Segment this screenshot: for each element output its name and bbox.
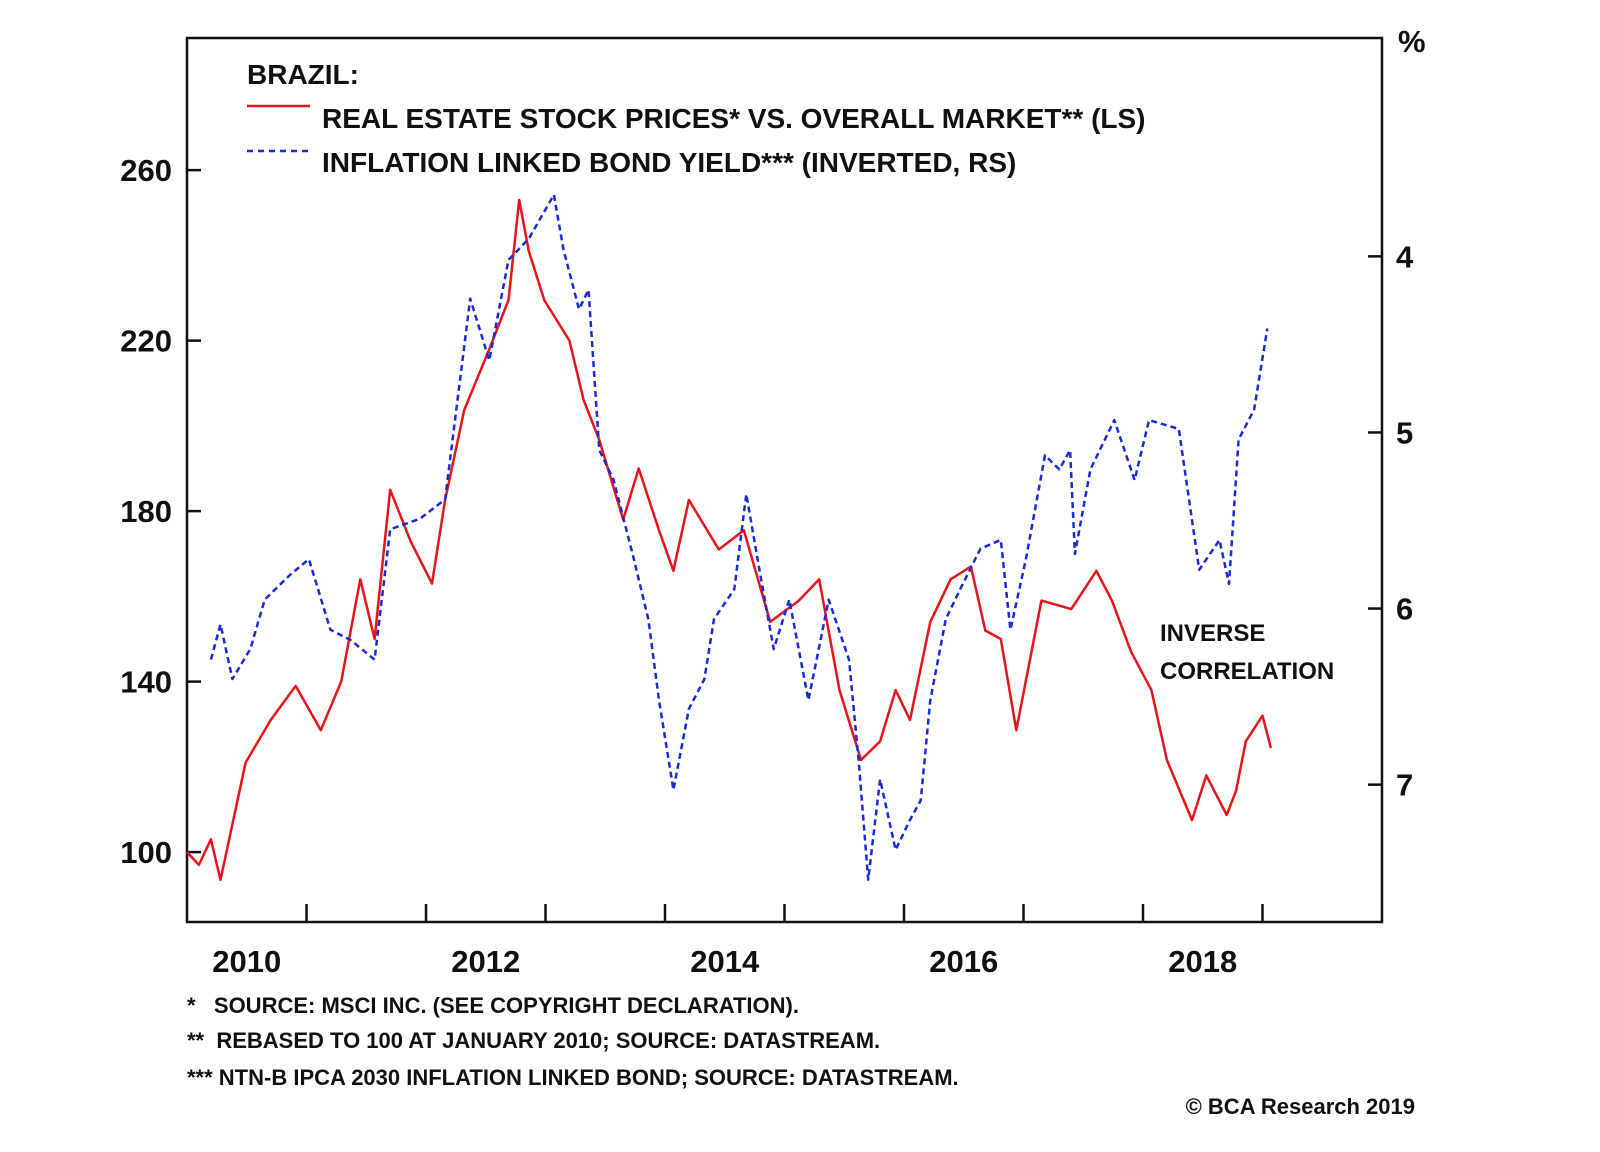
legend-label-real-estate: REAL ESTATE STOCK PRICES* VS. OVERALL MA… xyxy=(322,103,1146,134)
right-tick-label: 4 xyxy=(1396,239,1414,274)
x-tick-label: 2012 xyxy=(451,944,520,979)
x-tick-label: 2010 xyxy=(212,944,281,979)
series-line-bond-yield xyxy=(209,193,1269,881)
right-tick-label: 5 xyxy=(1396,415,1413,450)
left-tick-label: 180 xyxy=(120,494,172,529)
x-tick-label: 2014 xyxy=(690,944,760,979)
annotation-line-1: INVERSE xyxy=(1160,620,1265,647)
annotation-line-2: CORRELATION xyxy=(1160,658,1334,685)
footnote-3: *** NTN-B IPCA 2030 INFLATION LINKED BON… xyxy=(187,1065,959,1090)
series-line-real-estate xyxy=(186,198,1273,882)
x-tick-label: 2018 xyxy=(1168,944,1237,979)
copyright: © BCA Research 2019 xyxy=(1186,1094,1415,1119)
chart-title: BRAZIL: xyxy=(247,59,359,90)
footnote-1: * SOURCE: MSCI INC. (SEE COPYRIGHT DECLA… xyxy=(187,993,799,1018)
legend-label-bond-yield: INFLATION LINKED BOND YIELD*** (INVERTED… xyxy=(322,147,1016,178)
x-tick-label: 2016 xyxy=(929,944,998,979)
right-axis-unit: % xyxy=(1398,24,1426,59)
right-tick-label: 6 xyxy=(1396,592,1413,627)
right-tick-label: 7 xyxy=(1396,768,1413,803)
left-tick-label: 220 xyxy=(120,324,172,359)
left-tick-label: 100 xyxy=(120,835,172,870)
left-tick-label: 260 xyxy=(120,153,172,188)
left-tick-label: 140 xyxy=(120,665,172,700)
footnote-2: ** REBASED TO 100 AT JANUARY 2010; SOURC… xyxy=(187,1028,880,1053)
